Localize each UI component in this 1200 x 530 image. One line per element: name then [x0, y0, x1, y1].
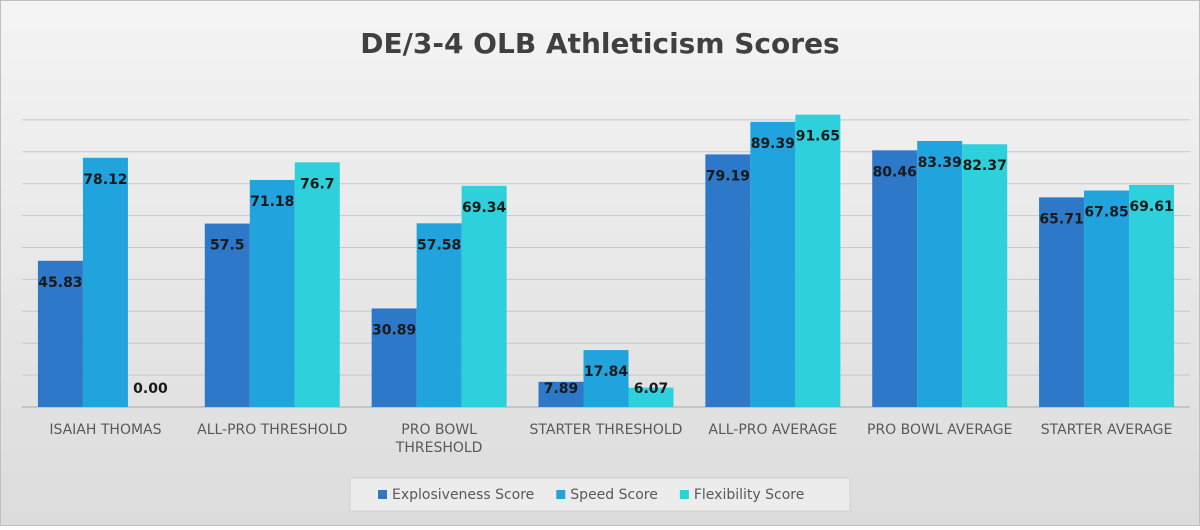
- data-label: 67.85: [1084, 205, 1128, 221]
- legend-swatch: [556, 490, 566, 499]
- data-label: 76.7: [300, 176, 335, 192]
- bar: [204, 223, 250, 407]
- x-tick-label: ISAIAH THOMAS: [49, 422, 162, 438]
- x-tick-label-box: STARTER THRESHOLD: [529, 422, 683, 438]
- bar: [583, 350, 629, 407]
- data-label: 69.34: [462, 200, 507, 216]
- bar: [416, 223, 462, 407]
- data-label: 45.83: [38, 275, 82, 291]
- data-label: 69.61: [1129, 199, 1173, 215]
- data-label: 0.00: [133, 381, 168, 397]
- bar: [962, 144, 1008, 408]
- bar: [1129, 184, 1175, 407]
- bar: [1084, 190, 1130, 407]
- legend-swatch: [378, 490, 387, 499]
- bar: [249, 179, 295, 407]
- x-tick-label-box: ISAIAH THOMAS: [49, 422, 162, 438]
- x-tick-label-box: ALL-PRO THRESHOLD: [197, 422, 348, 438]
- legend-label: Explosiveness Score: [392, 487, 534, 503]
- bar: [795, 114, 841, 407]
- data-label: 78.12: [83, 172, 127, 188]
- data-label: 89.39: [751, 136, 795, 152]
- x-tick-label-box: PRO BOWL AVERAGE: [867, 422, 1013, 438]
- bar: [82, 157, 128, 407]
- x-tick-label: ALL-PRO THRESHOLD: [197, 422, 348, 438]
- x-tick-label: STARTER AVERAGE: [1040, 422, 1173, 438]
- x-tick-label: PRO BOWL THRESHOLD: [395, 422, 483, 456]
- bar: [37, 260, 83, 407]
- bar: [371, 308, 417, 407]
- bar: [705, 154, 751, 407]
- data-label: 83.39: [918, 155, 962, 171]
- data-label: 65.71: [1039, 211, 1083, 227]
- bar: [294, 162, 340, 407]
- x-tick-label-box: PRO BOWL THRESHOLD: [395, 422, 483, 456]
- data-label: 91.65: [796, 129, 840, 145]
- legend-label: Speed Score: [570, 487, 658, 503]
- x-tick-label: STARTER THRESHOLD: [529, 422, 683, 438]
- data-label: 7.89: [544, 381, 579, 397]
- bar: [750, 121, 796, 408]
- data-label: 71.18: [250, 194, 294, 210]
- x-tick-label: ALL-PRO AVERAGE: [708, 422, 838, 438]
- data-label: 82.37: [963, 158, 1007, 174]
- data-label: 80.46: [873, 164, 917, 180]
- legend-label: Flexibility Score: [694, 487, 804, 503]
- bar: [872, 150, 918, 408]
- bar: [917, 140, 963, 407]
- data-label: 30.89: [372, 322, 416, 338]
- data-label: 79.19: [706, 168, 750, 184]
- data-label: 57.5: [210, 238, 245, 254]
- data-label: 17.84: [584, 364, 629, 380]
- chart-title: DE/3-4 OLB Athleticism Scores: [360, 27, 839, 60]
- x-tick-label: PRO BOWL AVERAGE: [867, 422, 1013, 438]
- data-label: 57.58: [417, 237, 461, 253]
- x-tick-label-box: STARTER AVERAGE: [1040, 422, 1173, 438]
- x-tick-label-box: ALL-PRO AVERAGE: [708, 422, 838, 438]
- legend: [349, 477, 851, 512]
- legend-swatch: [679, 490, 689, 499]
- data-label: 6.07: [634, 381, 669, 397]
- bar: [461, 185, 507, 407]
- bar: [538, 381, 584, 407]
- bar: [1039, 197, 1085, 407]
- bar: [628, 387, 674, 407]
